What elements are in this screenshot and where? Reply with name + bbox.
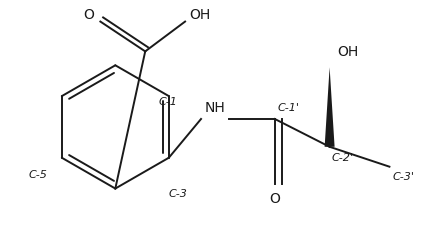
- Text: C-1: C-1: [158, 97, 177, 107]
- Text: OH: OH: [190, 8, 211, 22]
- Text: O: O: [269, 192, 280, 206]
- Polygon shape: [324, 68, 335, 147]
- Text: C-5: C-5: [29, 169, 47, 179]
- Text: C-1': C-1': [278, 103, 299, 112]
- Text: NH: NH: [205, 101, 225, 114]
- Text: OH: OH: [337, 45, 358, 59]
- Text: C-3: C-3: [168, 188, 187, 198]
- Text: C-3': C-3': [393, 171, 414, 181]
- Text: O: O: [83, 8, 94, 22]
- Text: C-2': C-2': [332, 152, 354, 162]
